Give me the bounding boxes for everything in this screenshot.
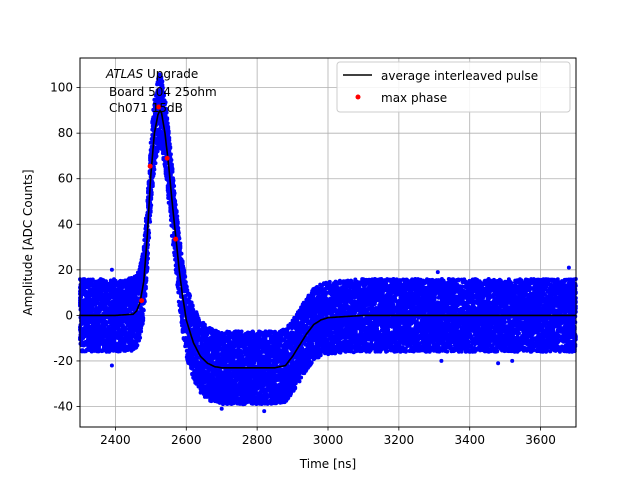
- y-axis-label: Amplitude [ADC Counts]: [21, 169, 35, 315]
- x-tick-label: 2800: [242, 433, 273, 447]
- average-pulse-line: [80, 109, 576, 369]
- x-tick-label: 3000: [313, 433, 344, 447]
- scatter-points: [78, 72, 578, 414]
- x-axis-label: Time [ns]: [299, 457, 356, 471]
- y-tick-label: 20: [58, 263, 73, 277]
- y-tick-label: 80: [58, 126, 73, 140]
- legend: average interleaved pulse max phase: [336, 61, 571, 113]
- legend-point-swatch: [355, 94, 361, 100]
- max-phase-point: [139, 298, 145, 304]
- y-tick-label: 100: [50, 81, 73, 95]
- max-phase-point: [164, 155, 170, 161]
- y-tick-label: -20: [53, 354, 73, 368]
- axis-ticks: 2400 2600 2800 3000 3200 3400 3600 -40 -20 0 20 40 6…: [50, 81, 556, 447]
- annotation-line-2: Board 504 25ohm: [109, 85, 217, 99]
- max-phase-point: [147, 163, 153, 169]
- y-tick-label: 60: [58, 172, 73, 186]
- annotation-line-3: Ch071 15dB: [109, 101, 183, 115]
- scatter-band: [78, 72, 578, 414]
- max-phase-point: [173, 236, 179, 242]
- legend-box: [336, 61, 571, 113]
- x-tick-label: 2400: [100, 433, 131, 447]
- legend-label-average: average interleaved pulse: [381, 69, 538, 83]
- y-tick-label: 0: [65, 308, 73, 322]
- y-tick-label: -40: [53, 400, 73, 414]
- annotation-line-1: ATLAS Upgrade: [105, 67, 198, 81]
- legend-label-max-phase: max phase: [381, 91, 447, 105]
- annotation: ATLAS Upgrade Board 504 25ohm Ch071 15dB: [105, 67, 217, 115]
- x-tick-label: 2600: [171, 433, 202, 447]
- x-tick-label: 3200: [384, 433, 415, 447]
- y-tick-label: 40: [58, 217, 73, 231]
- max-phase-point: [156, 104, 162, 110]
- x-tick-label: 3400: [454, 433, 485, 447]
- x-tick-label: 3600: [525, 433, 556, 447]
- annotation-line1-rest: Upgrade: [143, 67, 198, 81]
- annotation-italic: ATLAS: [105, 67, 144, 81]
- max-phase-layer: [139, 104, 179, 304]
- average-line-layer: [80, 109, 576, 369]
